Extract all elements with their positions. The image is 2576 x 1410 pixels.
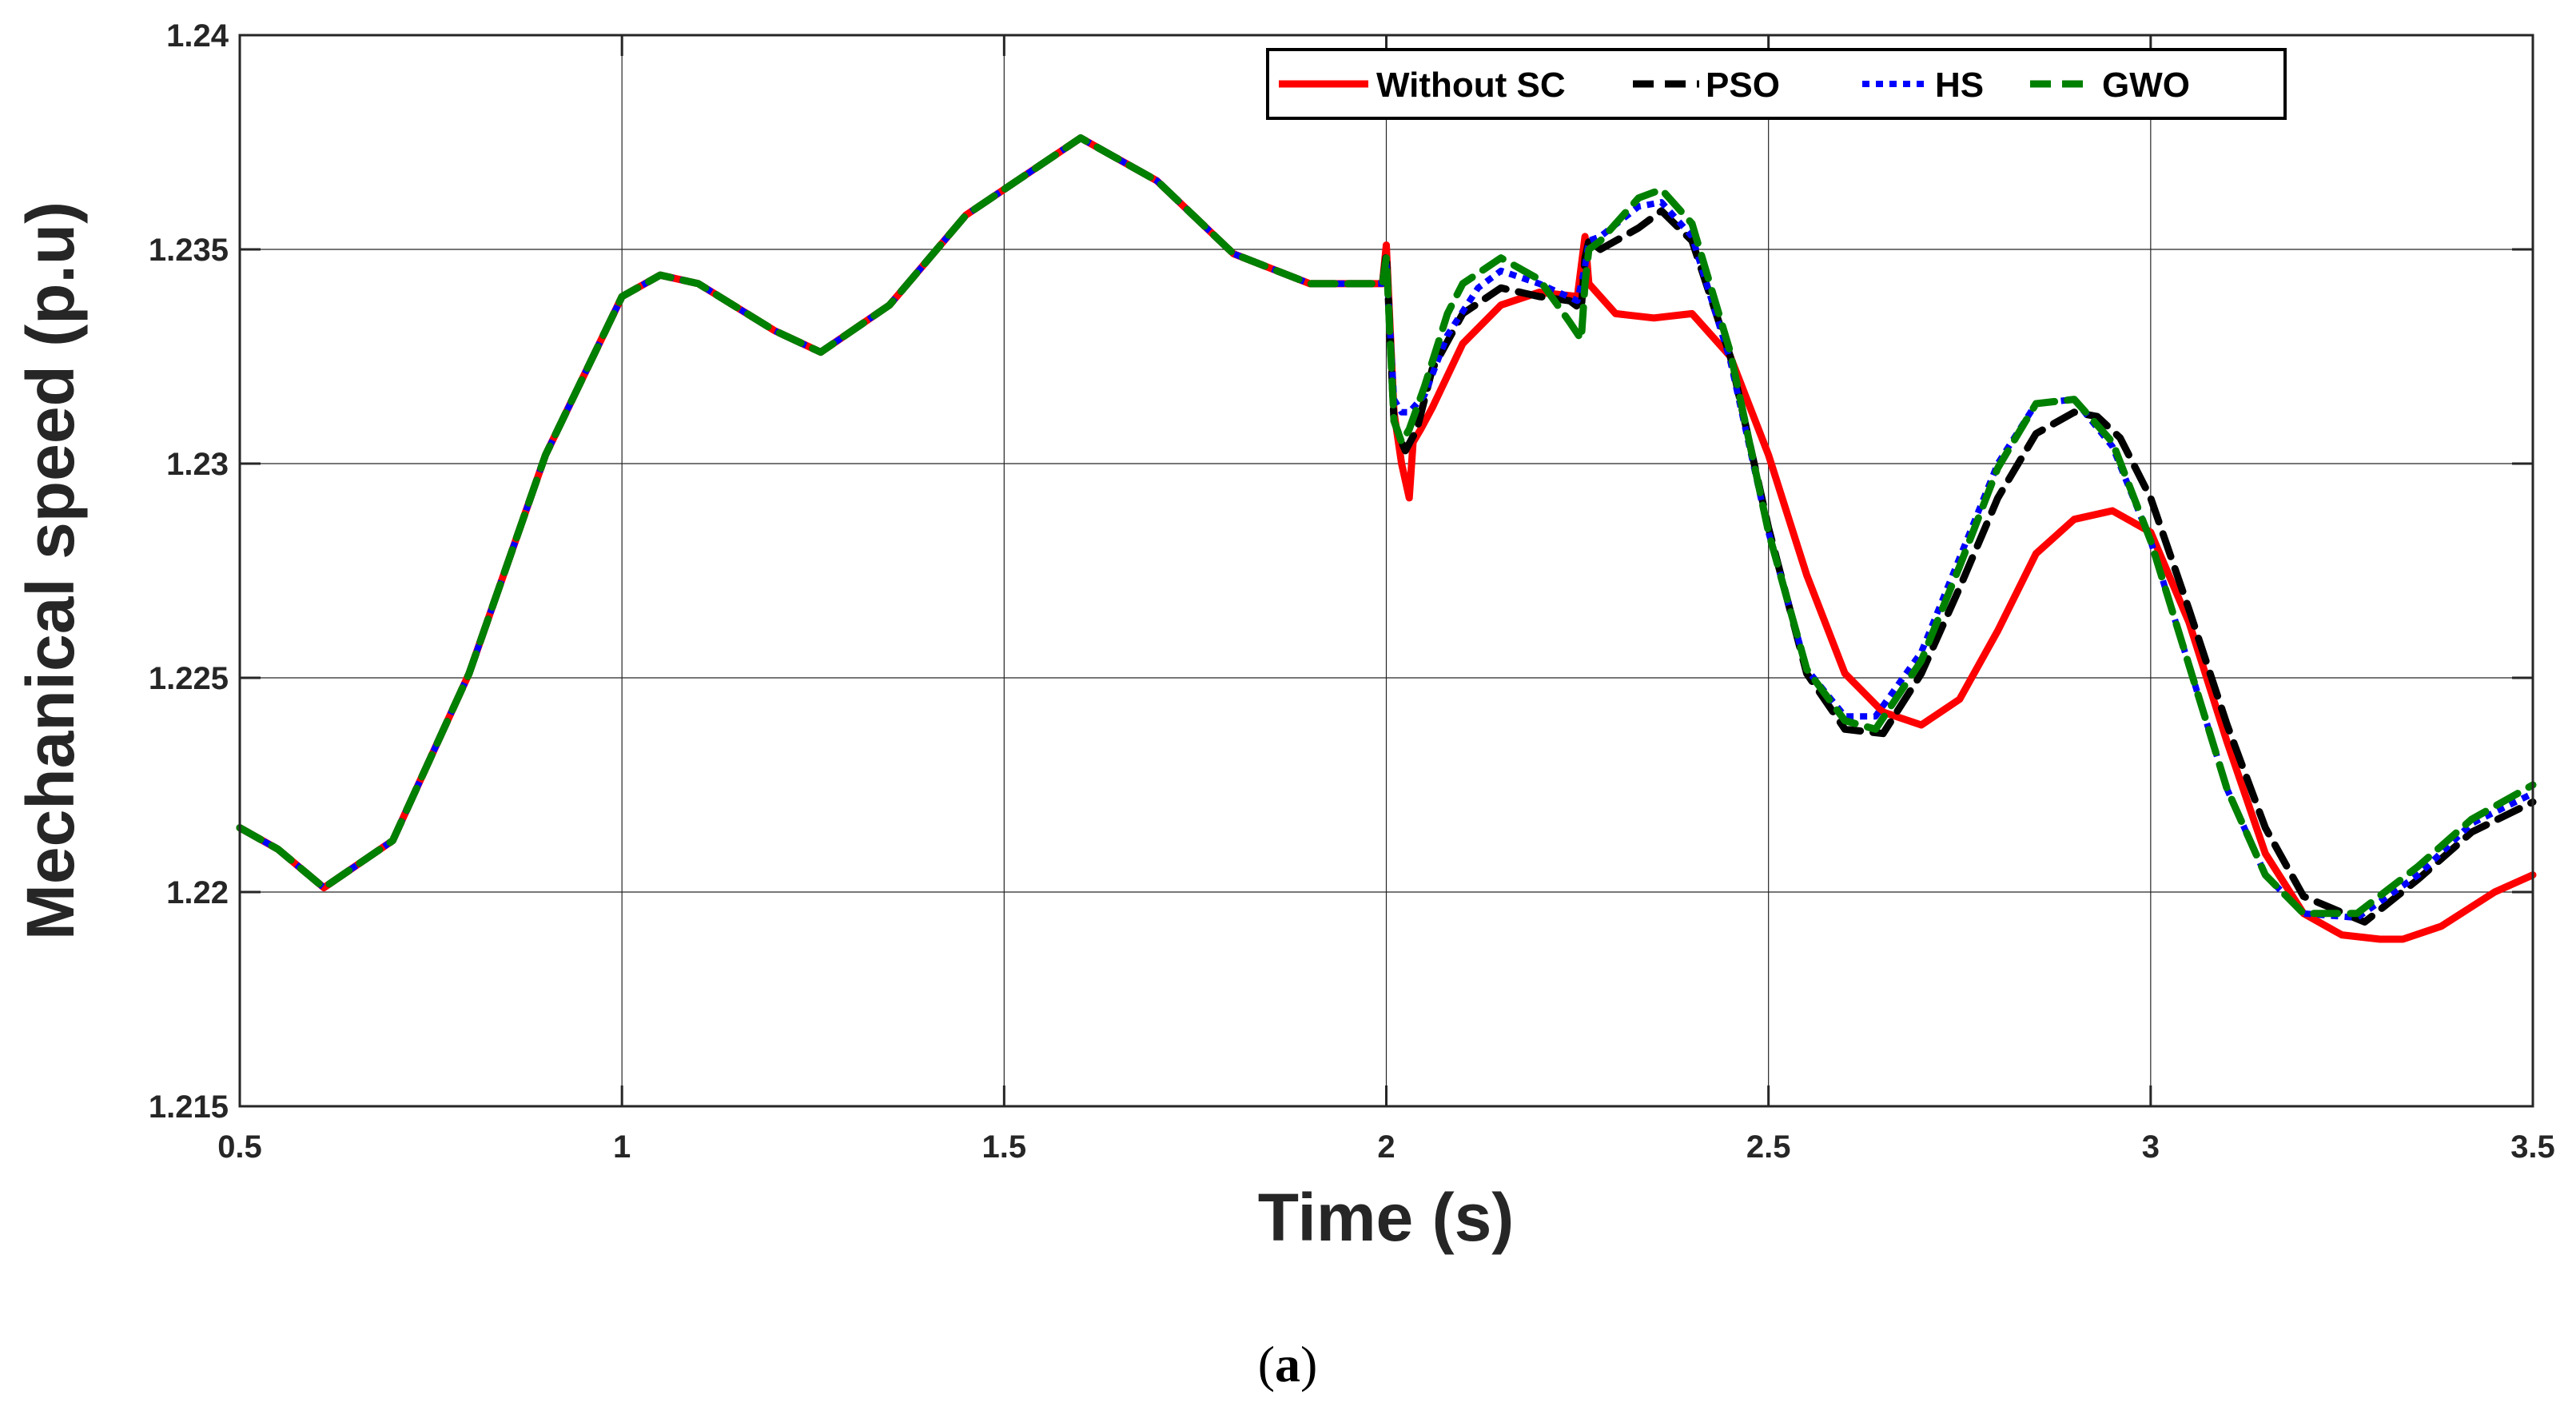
y-tick-label: 1.235 <box>149 233 229 268</box>
legend-items: Without SC PSO HS GWO <box>1279 66 2190 105</box>
series-line-hs <box>238 134 2534 922</box>
y-tick-label: 1.225 <box>149 661 229 696</box>
y-tick-label: 1.215 <box>149 1089 229 1125</box>
caption-letter: a <box>1275 1336 1300 1392</box>
legend-label-pso: PSO <box>1706 66 1780 105</box>
legend-label-gwo: GWO <box>2102 66 2190 105</box>
x-tick-label: 0.5 <box>217 1129 262 1165</box>
axis-ticks: 0.5 1 1.5 2 2.5 3 3.5 1.215 1.22 1.225 1.23 1.235 1.… <box>149 18 2555 1165</box>
x-tick-label: 1.5 <box>982 1129 1027 1165</box>
y-tick-label: 1.22 <box>166 875 229 910</box>
series-line-gwo <box>236 134 2537 918</box>
legend-box <box>1266 48 2287 120</box>
x-tick-label: 1 <box>613 1129 631 1165</box>
x-tick-label: 2.5 <box>1746 1129 1791 1165</box>
x-tick-label: 3.5 <box>2510 1129 2555 1165</box>
figure-caption: (a) <box>1258 1336 1318 1392</box>
y-tick-label: 1.23 <box>166 447 229 482</box>
x-axis-title: Time (s) <box>1258 1180 1515 1255</box>
y-axis-title: Mechanical speed (p.u) <box>13 201 88 940</box>
x-tick-label: 3 <box>2142 1129 2160 1165</box>
legend: Without SC PSO HS GWO <box>1266 48 2287 120</box>
x-tick-label: 2 <box>1377 1129 1395 1165</box>
legend-label-hs: HS <box>1935 66 1984 105</box>
y-tick-label: 1.24 <box>166 18 229 54</box>
legend-label-without-sc: Without SC <box>1376 66 1566 105</box>
caption-close-paren: ) <box>1300 1336 1317 1392</box>
series-lines <box>236 134 2537 943</box>
caption-open-paren: ( <box>1258 1336 1275 1392</box>
